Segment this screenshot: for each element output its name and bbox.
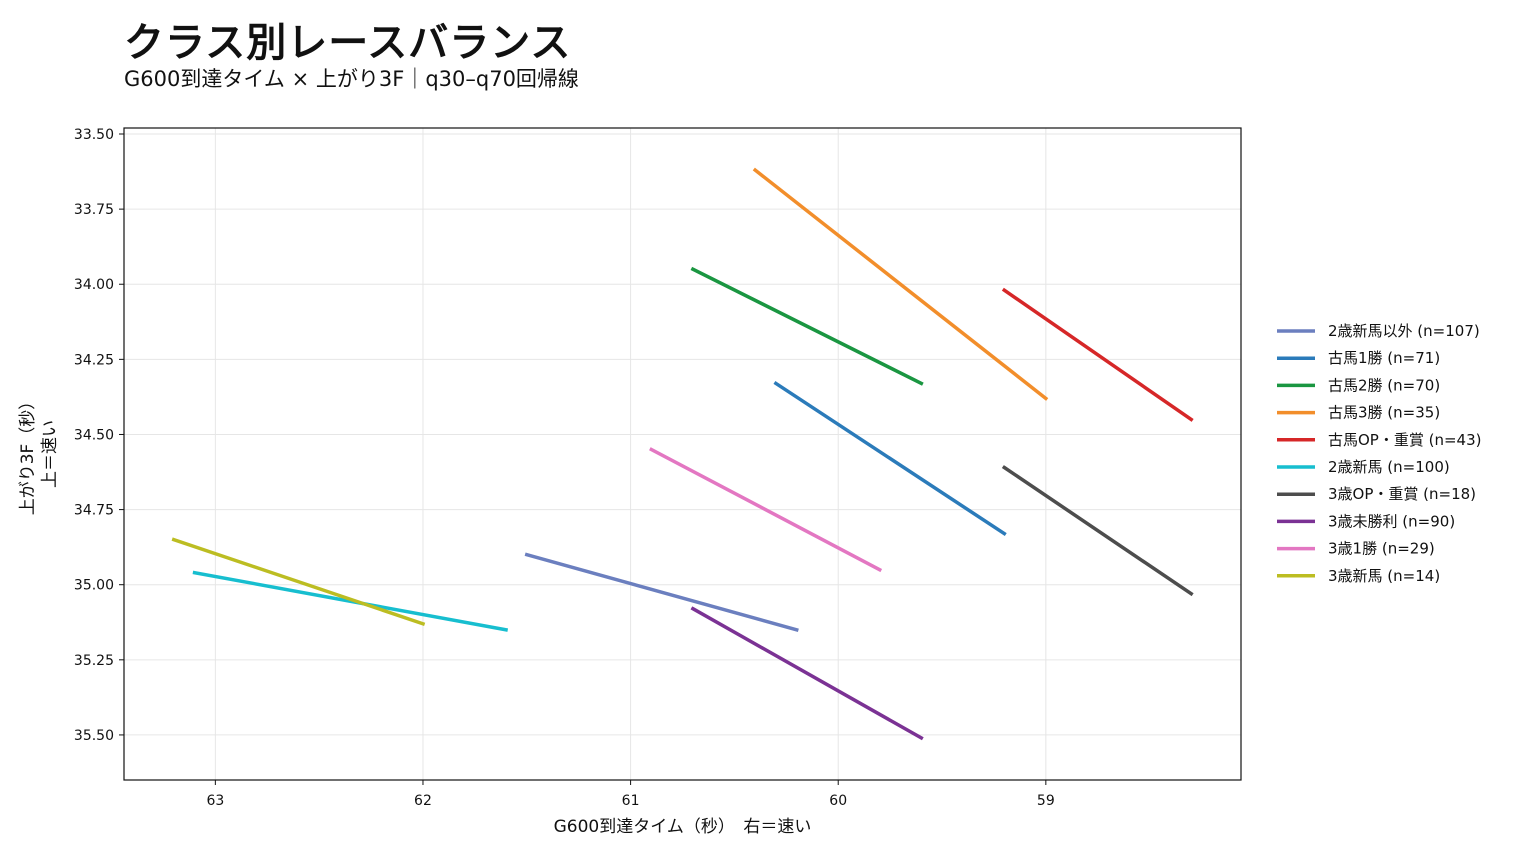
legend-item: 2歳新馬以外 (n=107) <box>1277 322 1480 340</box>
legend-item: 3歳1勝 (n=29) <box>1277 540 1435 558</box>
legend-label: 古馬2勝 (n=70) <box>1328 376 1440 394</box>
y-axis-label-line1: 上がり3F（秒） <box>18 393 38 516</box>
y-tick-label: 34.25 <box>74 352 114 368</box>
legend-item: 3歳未勝利 (n=90) <box>1277 512 1455 530</box>
x-tick-label: 62 <box>414 793 432 809</box>
legend-label: 古馬3勝 (n=35) <box>1328 404 1440 422</box>
legend-item: 2歳新馬 (n=100) <box>1277 458 1450 476</box>
legend-label: 3歳新馬 (n=14) <box>1328 567 1440 585</box>
series-line-8 <box>649 447 883 573</box>
legend-label: 2歳新馬 (n=100) <box>1328 458 1450 476</box>
y-axis-label-line2: 上＝速い <box>40 420 60 488</box>
series-line-9 <box>171 537 426 627</box>
grid-lines <box>124 128 1241 780</box>
legend-item: 古馬1勝 (n=71) <box>1277 349 1440 367</box>
chart-title: クラス別レースバランス <box>124 20 572 66</box>
legend-label: 3歳OP・重賞 (n=18) <box>1328 485 1476 503</box>
series-line-2 <box>690 266 924 386</box>
y-tick-label: 35.50 <box>74 728 114 744</box>
y-tick-label: 33.50 <box>74 127 114 143</box>
series-line-6 <box>1001 465 1194 597</box>
legend: 2歳新馬以外 (n=107) 古馬1勝 (n=71) 古馬2勝 (n=70) 古馬3勝… <box>1277 322 1482 585</box>
series-line-3 <box>752 167 1049 401</box>
legend-label: 古馬1勝 (n=71) <box>1328 349 1440 367</box>
y-tick-label: 34.75 <box>74 503 114 519</box>
series-line-5 <box>192 570 509 632</box>
legend-item: 古馬3勝 (n=35) <box>1277 404 1440 422</box>
legend-label: 3歳1勝 (n=29) <box>1328 540 1435 558</box>
legend-label: 古馬OP・重賞 (n=43) <box>1328 431 1482 449</box>
y-tick-label: 35.25 <box>74 653 114 669</box>
plot-frame <box>123 127 1242 781</box>
series-line-0 <box>524 552 799 632</box>
x-axis-ticks: 63 62 61 60 59 <box>206 780 1055 809</box>
y-tick-label: 33.75 <box>74 202 114 218</box>
y-axis-ticks: 33.50 33.75 34.00 34.25 34.50 34.75 35.00 35.25… <box>74 127 124 744</box>
legend-item: 古馬2勝 (n=70) <box>1277 376 1440 394</box>
legend-item: 古馬OP・重賞 (n=43) <box>1277 431 1482 449</box>
series-line-1 <box>773 380 1007 537</box>
legend-label: 3歳未勝利 (n=90) <box>1328 512 1455 530</box>
chart-subtitle: G600到達タイム × 上がり3F｜q30–q70回帰線 <box>124 67 579 91</box>
legend-item: 3歳OP・重賞 (n=18) <box>1277 485 1476 503</box>
series-line-7 <box>690 606 924 741</box>
legend-label: 2歳新馬以外 (n=107) <box>1328 322 1480 340</box>
x-tick-label: 60 <box>829 793 847 809</box>
x-tick-label: 59 <box>1037 793 1055 809</box>
y-tick-label: 34.50 <box>74 427 114 443</box>
series-lines <box>171 167 1194 741</box>
x-tick-label: 63 <box>206 793 224 809</box>
x-tick-label: 61 <box>622 793 640 809</box>
x-axis-label: G600到達タイム（秒） 右＝速い <box>554 817 812 837</box>
y-tick-label: 34.00 <box>74 277 114 293</box>
y-tick-label: 35.00 <box>74 578 114 594</box>
legend-item: 3歳新馬 (n=14) <box>1277 567 1440 585</box>
series-line-4 <box>1001 287 1194 422</box>
